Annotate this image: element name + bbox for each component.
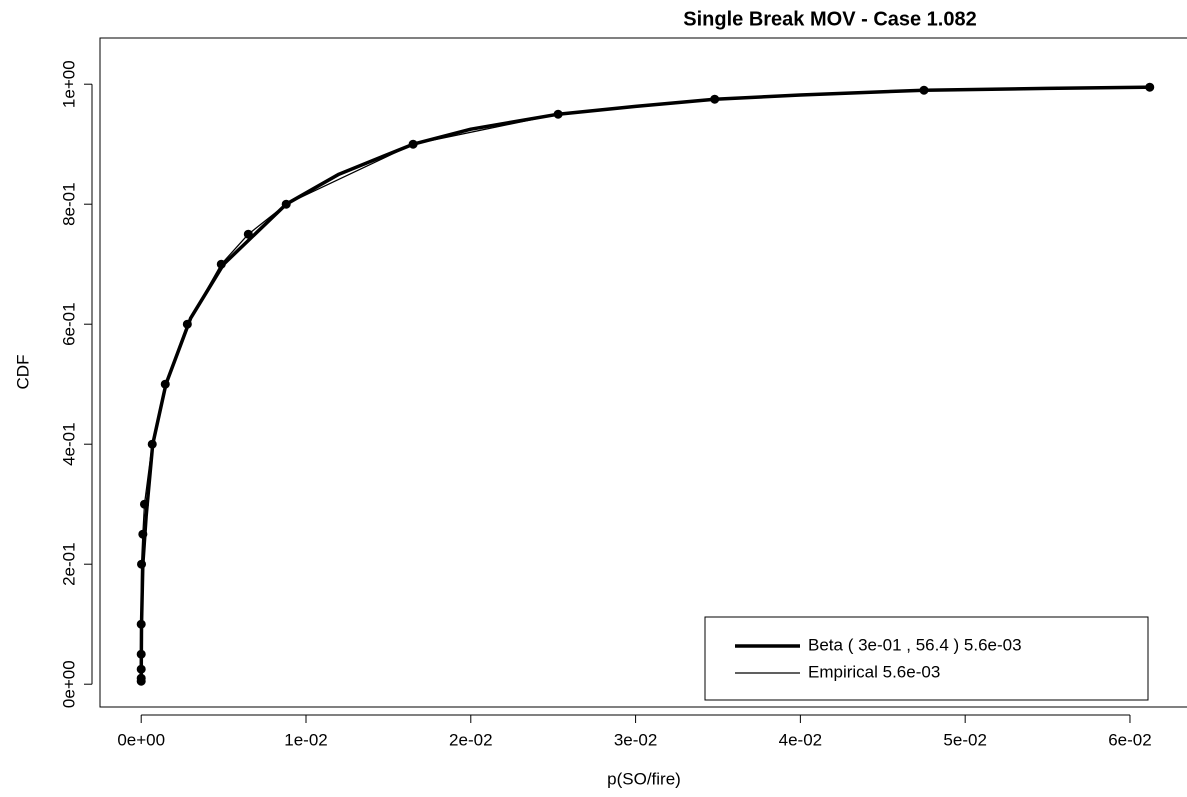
- data-point: [136, 673, 146, 683]
- data-point: [136, 619, 146, 629]
- data-point: [919, 85, 929, 95]
- data-point: [147, 439, 157, 449]
- y-tick-label: 8e-01: [59, 182, 78, 225]
- x-tick-label: 0e+00: [117, 730, 165, 749]
- data-point: [182, 319, 192, 329]
- y-tick-label: 4e-01: [59, 422, 78, 465]
- y-tick-label: 6e-01: [59, 302, 78, 345]
- x-axis-label: p(SO/fire): [607, 769, 681, 788]
- legend-box: [704, 616, 1149, 701]
- legend-label: Empirical 5.6e-03: [808, 662, 940, 681]
- legend-label: Beta ( 3e-01 , 56.4 ) 5.6e-03: [808, 635, 1022, 654]
- data-point: [281, 199, 291, 209]
- data-point: [138, 529, 148, 539]
- data-point: [160, 379, 170, 389]
- data-point: [553, 109, 563, 119]
- data-point: [139, 499, 149, 509]
- plot-frame: [99, 37, 1187, 708]
- x-tick-label: 2e-02: [449, 730, 492, 749]
- data-point: [136, 649, 146, 659]
- chart-title: Single Break MOV - Case 1.082: [683, 8, 976, 30]
- y-axis-label: CDF: [13, 355, 32, 390]
- series-line: [140, 86, 1150, 682]
- data-point: [137, 559, 147, 569]
- data-point: [1145, 82, 1155, 92]
- x-tick-label: 4e-02: [779, 730, 822, 749]
- data-point: [216, 259, 226, 269]
- y-tick-label: 0e+00: [59, 660, 78, 708]
- x-tick-label: 3e-02: [614, 730, 657, 749]
- data-point: [243, 229, 253, 239]
- y-tick-label: 2e-01: [59, 542, 78, 585]
- x-tick-label: 5e-02: [943, 730, 986, 749]
- data-point: [710, 94, 720, 104]
- x-tick-label: 6e-02: [1108, 730, 1151, 749]
- x-tick-label: 1e-02: [284, 730, 327, 749]
- series-line: [139, 85, 1150, 679]
- y-tick-label: 1e+00: [59, 60, 78, 108]
- data-point: [136, 664, 146, 674]
- data-point: [408, 139, 418, 149]
